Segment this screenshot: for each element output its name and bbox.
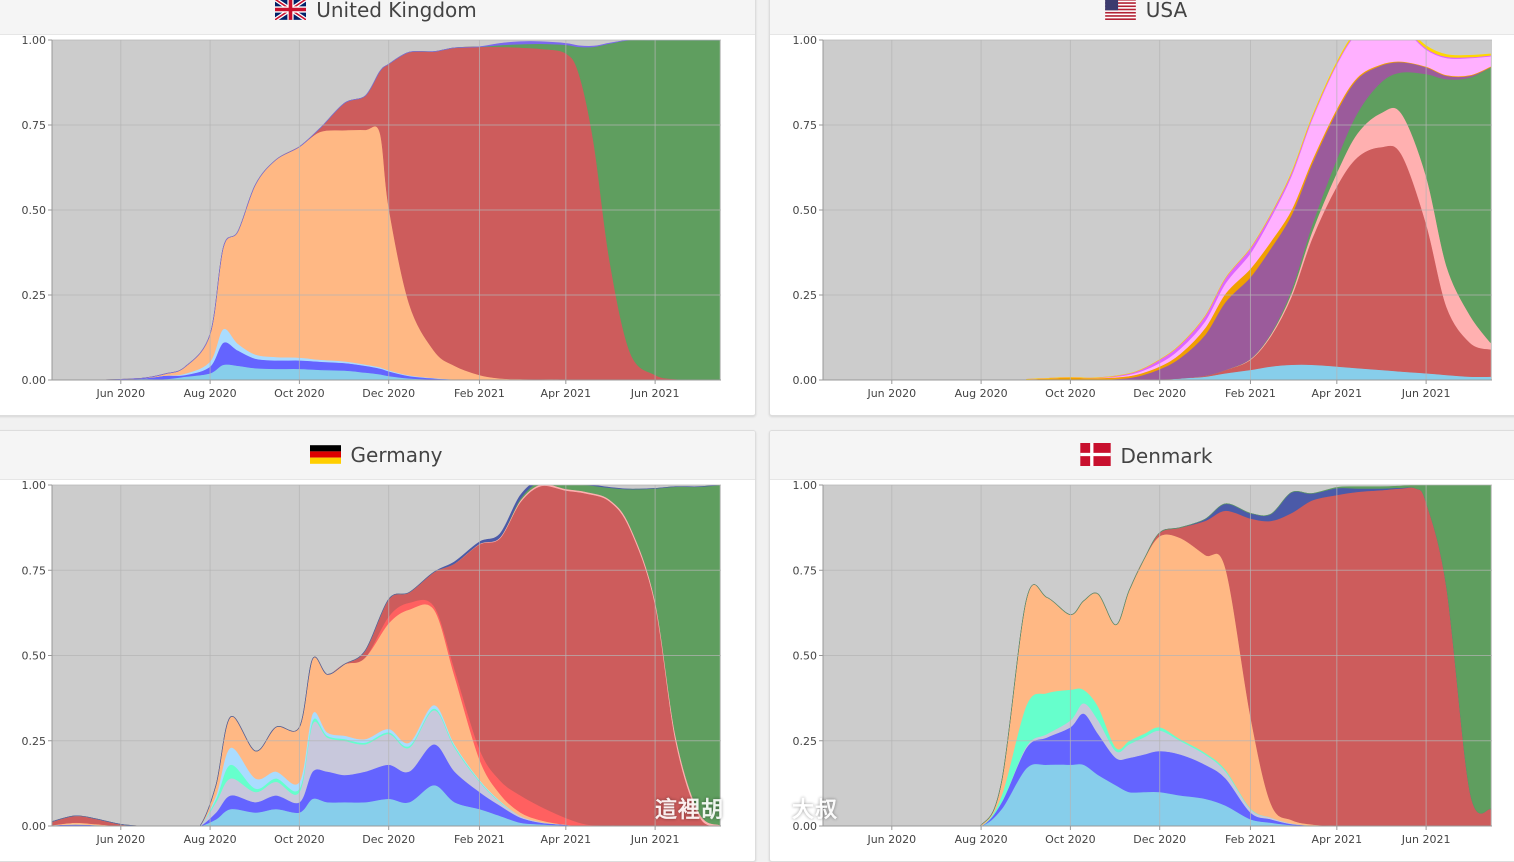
y-tick-label: 0.75	[22, 119, 47, 132]
panel-header	[0, 431, 755, 480]
x-tick-label: Feb 2021	[454, 387, 505, 400]
area-stack-usa	[1026, 40, 1491, 380]
area-series-8	[955, 485, 1491, 826]
x-tick-label: Feb 2021	[1225, 833, 1276, 846]
x-tick-label: Feb 2021	[454, 833, 505, 846]
y-tick-label: 0.50	[22, 650, 47, 663]
area-stack-denmark	[955, 485, 1491, 826]
y-tick-label: 0.00	[22, 820, 47, 833]
panel-header	[770, 431, 1514, 480]
x-tick-label: Apr 2021	[1312, 387, 1363, 400]
x-tick-label: Aug 2020	[955, 833, 1008, 846]
panel-header	[770, 0, 1514, 35]
x-tick-label: Dec 2020	[1133, 833, 1186, 846]
area-series-7	[52, 40, 720, 380]
y-tick-label: 0.75	[793, 119, 818, 132]
usa-flag-icon	[1104, 0, 1136, 25]
x-tick-label: Oct 2020	[1045, 833, 1096, 846]
y-tick-label: 0.00	[793, 374, 818, 387]
y-tick-label: 0.50	[793, 650, 818, 663]
chart-title-usa: USA	[770, 0, 1514, 25]
y-tick-label: 0.25	[22, 735, 47, 748]
y-tick-label: 0.75	[22, 564, 47, 577]
y-tick-label: 1.00	[22, 34, 47, 47]
y-tick-label: 1.00	[793, 34, 818, 47]
x-tick-label: Apr 2021	[1312, 833, 1363, 846]
x-tick-label: Dec 2020	[362, 387, 415, 400]
y-tick-label: 0.75	[793, 564, 818, 577]
x-tick-label: Jun 2020	[866, 387, 916, 400]
x-tick-label: Aug 2020	[184, 833, 237, 846]
watermark-text-left: 這裡胡	[655, 797, 725, 823]
watermark-text-right: 大叔	[792, 797, 839, 823]
chart-title-text: Denmark	[1120, 444, 1213, 468]
x-tick-label: Aug 2020	[184, 387, 237, 400]
y-tick-label: 0.50	[793, 204, 818, 217]
panel-header	[0, 0, 755, 35]
y-tick-label: 0.00	[793, 820, 818, 833]
x-tick-label: Feb 2021	[1225, 387, 1276, 400]
x-tick-label: Jun 2020	[866, 833, 916, 846]
x-tick-label: Jun 2020	[95, 833, 145, 846]
y-tick-label: 0.25	[793, 289, 818, 302]
uk-flag-icon	[274, 0, 308, 25]
x-tick-label: Jun 2020	[95, 387, 145, 400]
watermark: 這裡胡 大叔	[655, 792, 838, 824]
x-tick-label: Jun 2021	[630, 833, 680, 846]
chart-title-text: United Kingdom	[316, 0, 477, 22]
chart-title-text: Germany	[350, 443, 443, 467]
chart-title-germany: Germany	[0, 443, 755, 470]
denmark-flag-icon	[1079, 443, 1111, 471]
x-tick-label: Dec 2020	[362, 833, 415, 846]
y-tick-label: 1.00	[793, 479, 818, 492]
x-tick-label: Oct 2020	[1045, 387, 1096, 400]
y-tick-label: 0.25	[22, 289, 47, 302]
x-tick-label: Jun 2021	[630, 387, 680, 400]
area-series-11	[52, 485, 720, 826]
chart-title-denmark: Denmark	[770, 443, 1514, 471]
x-tick-label: Apr 2021	[541, 833, 592, 846]
area-series-9	[1026, 40, 1491, 380]
x-tick-label: Aug 2020	[955, 387, 1008, 400]
chart-title-united-kingdom: United Kingdom	[0, 0, 755, 25]
x-tick-label: Jun 2021	[1401, 833, 1451, 846]
area-stack-united-kingdom	[52, 40, 720, 380]
x-tick-label: Jun 2021	[1401, 387, 1451, 400]
x-tick-label: Apr 2021	[541, 387, 592, 400]
chart-title-text: USA	[1145, 0, 1188, 22]
y-tick-label: 1.00	[22, 479, 47, 492]
y-tick-label: 0.50	[22, 204, 47, 217]
x-tick-label: Dec 2020	[1133, 387, 1186, 400]
x-tick-label: Oct 2020	[274, 833, 325, 846]
germany-flag-icon	[309, 444, 341, 470]
x-tick-label: Oct 2020	[274, 387, 325, 400]
y-tick-label: 0.00	[22, 374, 47, 387]
y-tick-label: 0.25	[793, 735, 818, 748]
